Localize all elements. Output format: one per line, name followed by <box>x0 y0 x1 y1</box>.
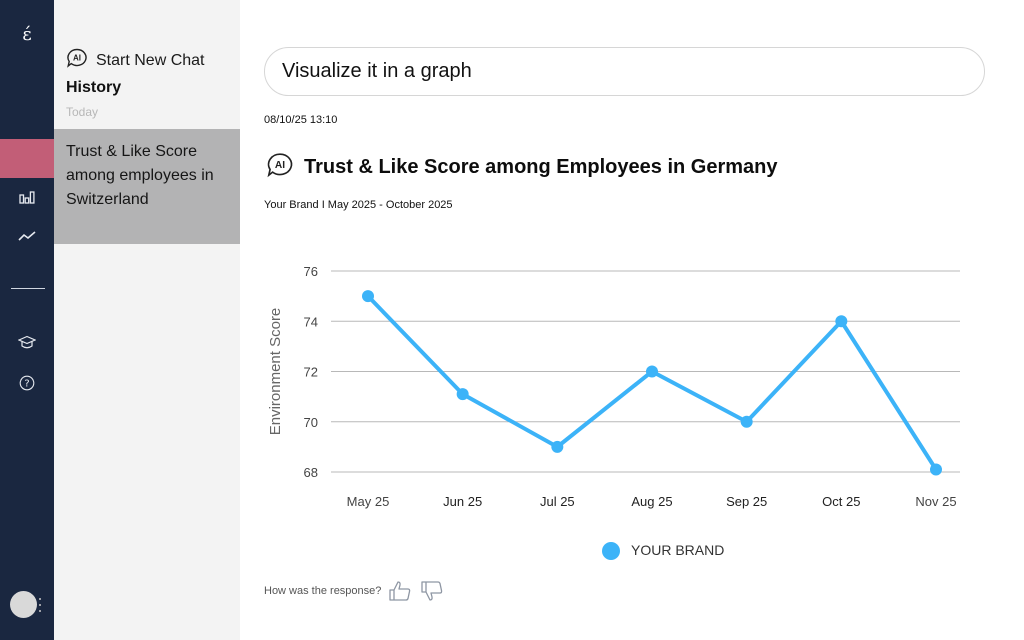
history-heading: History <box>66 79 122 96</box>
svg-text:?: ? <box>24 379 29 390</box>
avatar-menu-icon[interactable] <box>38 598 41 612</box>
history-sidebar: AI Start New Chat History Today Trust & … <box>54 0 240 640</box>
message-timestamp: 08/10/25 13:10 <box>264 114 338 126</box>
data-point <box>930 463 942 476</box>
user-prompt-bubble: Visualize it in a graph <box>264 47 985 96</box>
line-chart: 68 70 72 74 76 Environment Score May 25 Jun 25 J… <box>240 240 1024 580</box>
chart-legend: YOUR BRAND <box>602 540 724 560</box>
data-point <box>456 388 469 401</box>
chat-main: Visualize it in a graph 08/10/25 13:10 A… <box>240 0 1024 640</box>
icon-rail: ɛ́ ? <box>0 0 54 640</box>
y-tick-label: 70 <box>304 415 318 430</box>
data-point <box>740 415 753 428</box>
y-tick-label: 76 <box>304 264 318 279</box>
x-tick-label: Oct 25 <box>822 494 860 509</box>
help-icon[interactable]: ? <box>17 373 37 393</box>
svg-text:AI: AI <box>73 54 81 63</box>
thumbs-up-icon[interactable] <box>387 578 413 604</box>
y-tick-label: 68 <box>304 465 318 480</box>
legend-marker <box>602 542 620 560</box>
y-tick-label: 74 <box>304 314 318 329</box>
rail-item-chat-active[interactable] <box>0 139 54 178</box>
x-tick-label: Sep 25 <box>726 494 767 509</box>
history-group-today: Today <box>66 105 99 119</box>
academy-icon[interactable] <box>17 333 37 353</box>
svg-text:AI: AI <box>275 160 285 171</box>
x-tick-label: Jun 25 <box>443 494 482 509</box>
trend-line-icon[interactable] <box>17 226 37 246</box>
user-avatar[interactable] <box>10 591 37 618</box>
start-new-chat-label: Start New Chat <box>96 51 205 69</box>
data-point <box>551 440 564 453</box>
x-tick-label: Jul 25 <box>540 494 575 509</box>
response-subtitle: Your Brand I May 2025 - October 2025 <box>264 199 453 211</box>
chart-canvas: 68 70 72 74 76 Environment Score May 25 Jun 25 J… <box>267 264 960 509</box>
data-point <box>835 315 848 328</box>
response-header: AI Trust & Like Score among Employees in… <box>266 152 778 183</box>
data-point <box>646 365 658 378</box>
user-prompt-text: Visualize it in a graph <box>282 60 472 82</box>
ai-chat-icon: AI <box>66 48 88 73</box>
feedback-row: How was the response? <box>264 578 445 604</box>
ai-response-icon: AI <box>266 152 294 183</box>
y-axis-label: Environment Score <box>267 308 284 436</box>
history-item[interactable]: Trust & Like Score among employees in Sw… <box>54 129 240 244</box>
y-tick-label: 72 <box>304 365 318 380</box>
data-point <box>362 290 374 303</box>
bar-chart-icon[interactable] <box>17 187 37 207</box>
rail-divider <box>11 288 45 289</box>
legend-label: YOUR BRAND <box>631 542 725 558</box>
x-tick-label: Nov 25 <box>915 494 956 509</box>
feedback-label: How was the response? <box>264 585 382 597</box>
series-line <box>366 294 938 472</box>
start-new-chat-button[interactable]: AI Start New Chat <box>66 48 204 73</box>
logo-icon[interactable]: ɛ́ <box>22 24 32 45</box>
x-tick-label: May 25 <box>347 494 390 509</box>
x-tick-label: Aug 25 <box>631 494 672 509</box>
response-title: Trust & Like Score among Employees in Ge… <box>304 156 778 178</box>
thumbs-down-icon[interactable] <box>419 578 445 604</box>
